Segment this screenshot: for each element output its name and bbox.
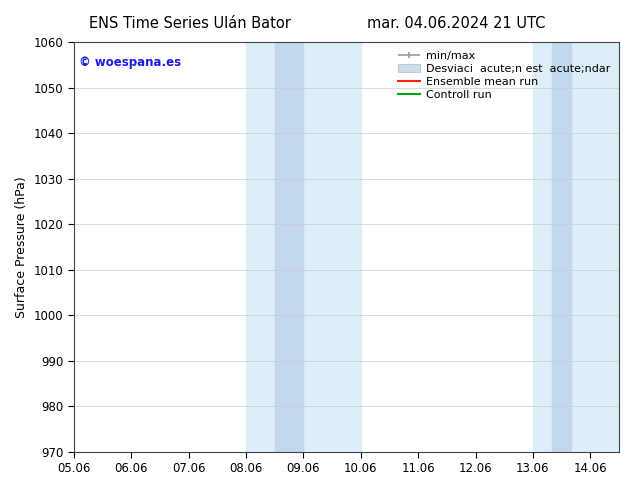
Y-axis label: Surface Pressure (hPa): Surface Pressure (hPa) (15, 176, 28, 318)
Bar (246, 42, 361, 452)
Bar (275, 42, 303, 452)
Text: © woespana.es: © woespana.es (79, 56, 181, 70)
Text: ENS Time Series Ulán Bator: ENS Time Series Ulán Bator (89, 16, 291, 31)
Bar (533, 42, 619, 452)
Legend: min/max, Desviaci  acute;n est  acute;ndar, Ensemble mean run, Controll run: min/max, Desviaci acute;n est acute;ndar… (394, 48, 614, 103)
Bar (552, 42, 571, 452)
Text: mar. 04.06.2024 21 UTC: mar. 04.06.2024 21 UTC (367, 16, 546, 31)
